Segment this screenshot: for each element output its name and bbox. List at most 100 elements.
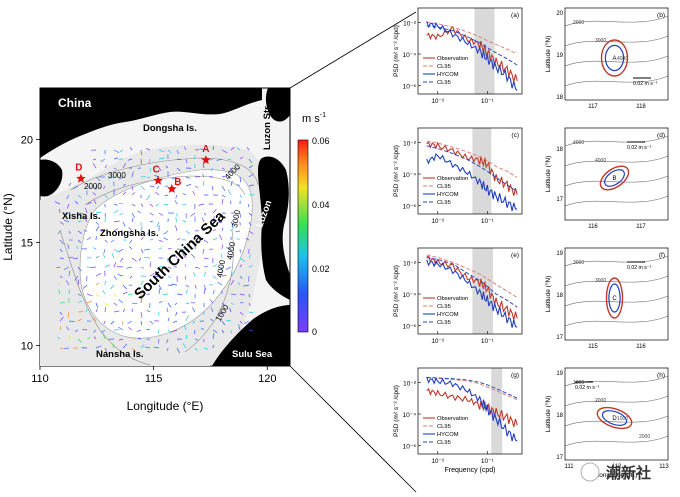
velocity-arrow (198, 203, 205, 206)
velocity-arrow (239, 320, 243, 324)
label-nansha: Nansha Is. (96, 349, 144, 360)
velocity-arrow (149, 212, 154, 216)
velocity-arrow (194, 347, 198, 352)
velocity-arrow (212, 145, 214, 151)
velocity-arrow (212, 216, 215, 223)
ellipse-panel: 4000 4000 B 0.02 m s⁻¹ (d) 18 17 116 117 Latitude… (544, 127, 669, 230)
psd-shaded-band (472, 128, 492, 214)
velocity-arrow (138, 257, 142, 262)
ellipse-x-tick-label: 113 (659, 464, 669, 470)
psd-x-tick-label: 10⁻² (431, 218, 445, 225)
velocity-arrow (200, 148, 205, 151)
velocity-arrow (95, 221, 99, 226)
velocity-arrow (74, 200, 79, 205)
velocity-arrow (82, 328, 88, 331)
velocity-arrow (110, 239, 115, 243)
velocity-arrow (122, 162, 126, 169)
psd-legend-label: CL95 (437, 424, 451, 430)
velocity-arrow (212, 264, 218, 268)
velocity-arrow (236, 237, 241, 241)
velocity-arrow (235, 230, 241, 233)
ellipse-panel-tag: (d) (657, 132, 665, 139)
label-luzon-strait: Luzon Str. (262, 104, 273, 150)
velocity-arrow (248, 221, 252, 226)
psd-frame (417, 7, 523, 95)
velocity-arrow (167, 329, 172, 334)
connector-line (289, 365, 417, 493)
velocity-arrow (248, 293, 250, 298)
velocity-arrow (239, 156, 244, 160)
velocity-arrow (185, 334, 188, 340)
velocity-arrow (111, 253, 115, 259)
velocity-arrow (248, 254, 252, 259)
velocity-arrow (146, 194, 151, 201)
psd-y-tick-label: 10⁻² (403, 260, 417, 267)
station-star-icon (167, 183, 177, 193)
velocity-arrow (158, 247, 162, 250)
scale-bar-label: 0.02 m s⁻¹ (627, 145, 652, 151)
psd-y-axis-label: PSD (m² s⁻² /cpd) (393, 25, 400, 77)
velocity-arrow (122, 284, 128, 290)
velocity-arrow (86, 237, 91, 241)
velocity-arrow (112, 343, 115, 349)
colorbar-unit: m s-1 (302, 112, 326, 125)
velocity-arrow (248, 329, 253, 331)
velocity-arrow (203, 347, 209, 350)
velocity-arrow (239, 194, 242, 198)
psd-legend-label: HYCOM (437, 72, 459, 78)
velocity-arrow (131, 218, 134, 223)
psd-series-line (426, 140, 518, 178)
psd-series-line (426, 141, 518, 196)
psd-y-tick-label: 10⁻² (403, 140, 417, 147)
velocity-arrow (203, 257, 209, 260)
ellipse-panel-tag: (f) (659, 252, 665, 259)
velocity-arrow (166, 307, 169, 313)
ellipse-plot-area (565, 368, 668, 460)
velocity-arrow (119, 149, 124, 153)
velocity-arrow (66, 203, 70, 209)
ellipse-contour-label: 3000 (573, 260, 584, 266)
velocity-arrow (113, 157, 118, 160)
ellipse-contour (564, 375, 669, 387)
velocity-arrow (101, 329, 106, 334)
psd-series-line (426, 259, 518, 328)
velocity-arrow (131, 203, 136, 207)
velocity-arrow (59, 209, 61, 214)
hycom-ellipse (604, 169, 625, 187)
isobath-label: 2000 (84, 182, 102, 191)
velocity-arrow (158, 300, 163, 304)
velocity-arrow (118, 202, 124, 205)
velocity-arrow (149, 320, 154, 325)
velocity-arrow (95, 176, 101, 182)
velocity-arrow (236, 147, 241, 151)
velocity-arrow (104, 239, 108, 243)
ellipse-x-tick-label: 117 (588, 104, 598, 110)
psd-y-axis-label: PSD (m² s⁻² /cpd) (393, 385, 400, 437)
ellipse-contour-label: 4000 (573, 140, 584, 146)
psd-legend-label: CL95 (437, 64, 451, 70)
velocity-arrow (128, 227, 133, 232)
velocity-arrow (65, 280, 70, 286)
velocity-arrow (77, 279, 80, 286)
ellipse-y-tick-label: 20 (556, 11, 563, 17)
colorbar: m s-1 0.06 0.04 0.02 0 (297, 112, 330, 337)
velocity-arrow (172, 320, 178, 323)
velocity-arrow (65, 326, 70, 331)
velocity-arrow (67, 243, 70, 250)
velocity-arrow (145, 148, 151, 151)
velocity-arrow (248, 230, 254, 235)
velocity-arrow (194, 185, 199, 189)
velocity-arrow (239, 257, 245, 262)
velocity-arrow (230, 254, 235, 259)
ellipse-frame (564, 127, 669, 221)
velocity-arrow (246, 147, 250, 151)
ellipse-contour (564, 435, 669, 447)
velocity-arrow (126, 266, 133, 269)
velocity-arrow (147, 283, 151, 286)
velocity-arrow (165, 165, 169, 169)
colorbar-tick: 0.02 (312, 264, 330, 274)
velocity-arrow (67, 311, 70, 318)
velocity-arrow (77, 239, 82, 243)
